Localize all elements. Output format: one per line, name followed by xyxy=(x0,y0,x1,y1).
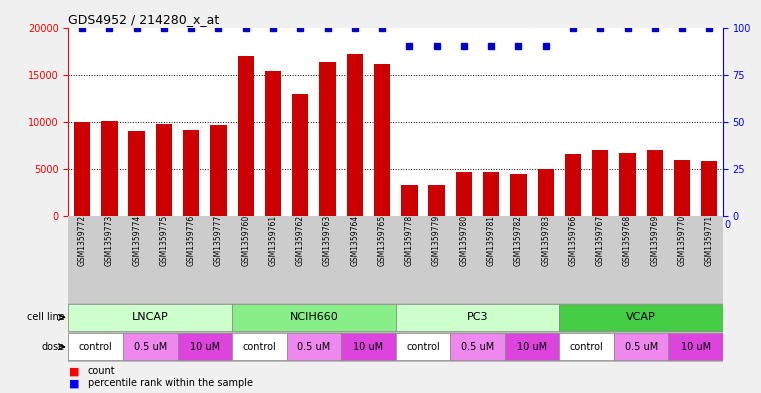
Bar xyxy=(123,333,177,360)
Bar xyxy=(668,333,723,360)
Text: control: control xyxy=(79,342,113,352)
Bar xyxy=(129,131,145,216)
Bar xyxy=(401,185,418,216)
Bar xyxy=(673,160,690,216)
Text: 0: 0 xyxy=(724,220,731,230)
Bar xyxy=(237,56,254,216)
Text: 10 uM: 10 uM xyxy=(189,342,220,352)
Bar xyxy=(505,333,559,360)
Text: dose: dose xyxy=(42,342,65,352)
Text: 10 uM: 10 uM xyxy=(680,342,711,352)
Bar xyxy=(701,162,718,216)
Bar xyxy=(559,304,723,331)
Text: count: count xyxy=(88,366,115,376)
Text: 10 uM: 10 uM xyxy=(517,342,547,352)
Bar xyxy=(341,333,396,360)
Text: GDS4952 / 214280_x_at: GDS4952 / 214280_x_at xyxy=(68,13,220,26)
Text: NCIH660: NCIH660 xyxy=(289,312,339,322)
Text: 10 uM: 10 uM xyxy=(353,342,384,352)
Text: VCAP: VCAP xyxy=(626,312,656,322)
Bar xyxy=(428,185,444,216)
Bar xyxy=(559,333,614,360)
Bar xyxy=(483,172,499,216)
Bar xyxy=(346,54,363,216)
Bar xyxy=(320,62,336,216)
Text: control: control xyxy=(243,342,276,352)
Text: 0.5 uM: 0.5 uM xyxy=(625,342,658,352)
Text: PC3: PC3 xyxy=(466,312,489,322)
Bar xyxy=(292,94,308,216)
Bar xyxy=(396,333,451,360)
Text: control: control xyxy=(406,342,440,352)
Text: 0.5 uM: 0.5 uM xyxy=(134,342,167,352)
Bar xyxy=(287,333,341,360)
Text: ■: ■ xyxy=(68,366,79,376)
Bar xyxy=(396,304,559,331)
Bar xyxy=(647,150,663,216)
Bar xyxy=(156,124,172,216)
Text: LNCAP: LNCAP xyxy=(132,312,169,322)
Bar xyxy=(183,130,199,216)
Text: cell line: cell line xyxy=(27,312,65,322)
Bar xyxy=(537,169,554,216)
Bar xyxy=(177,333,232,360)
Bar xyxy=(265,71,281,216)
Bar xyxy=(619,153,635,216)
Bar xyxy=(374,64,390,216)
Bar xyxy=(68,304,232,331)
Bar xyxy=(592,150,609,216)
Bar xyxy=(510,174,527,216)
Bar xyxy=(101,121,117,216)
Bar xyxy=(210,125,227,216)
Bar xyxy=(68,333,123,360)
Bar xyxy=(565,154,581,216)
Bar xyxy=(456,172,472,216)
Text: 0.5 uM: 0.5 uM xyxy=(461,342,494,352)
Text: control: control xyxy=(570,342,603,352)
Text: percentile rank within the sample: percentile rank within the sample xyxy=(88,378,253,388)
Text: ■: ■ xyxy=(68,378,79,388)
Bar xyxy=(614,333,668,360)
Text: 0.5 uM: 0.5 uM xyxy=(298,342,330,352)
Bar xyxy=(232,333,287,360)
Bar xyxy=(232,304,396,331)
Bar xyxy=(74,122,91,216)
Bar xyxy=(451,333,505,360)
